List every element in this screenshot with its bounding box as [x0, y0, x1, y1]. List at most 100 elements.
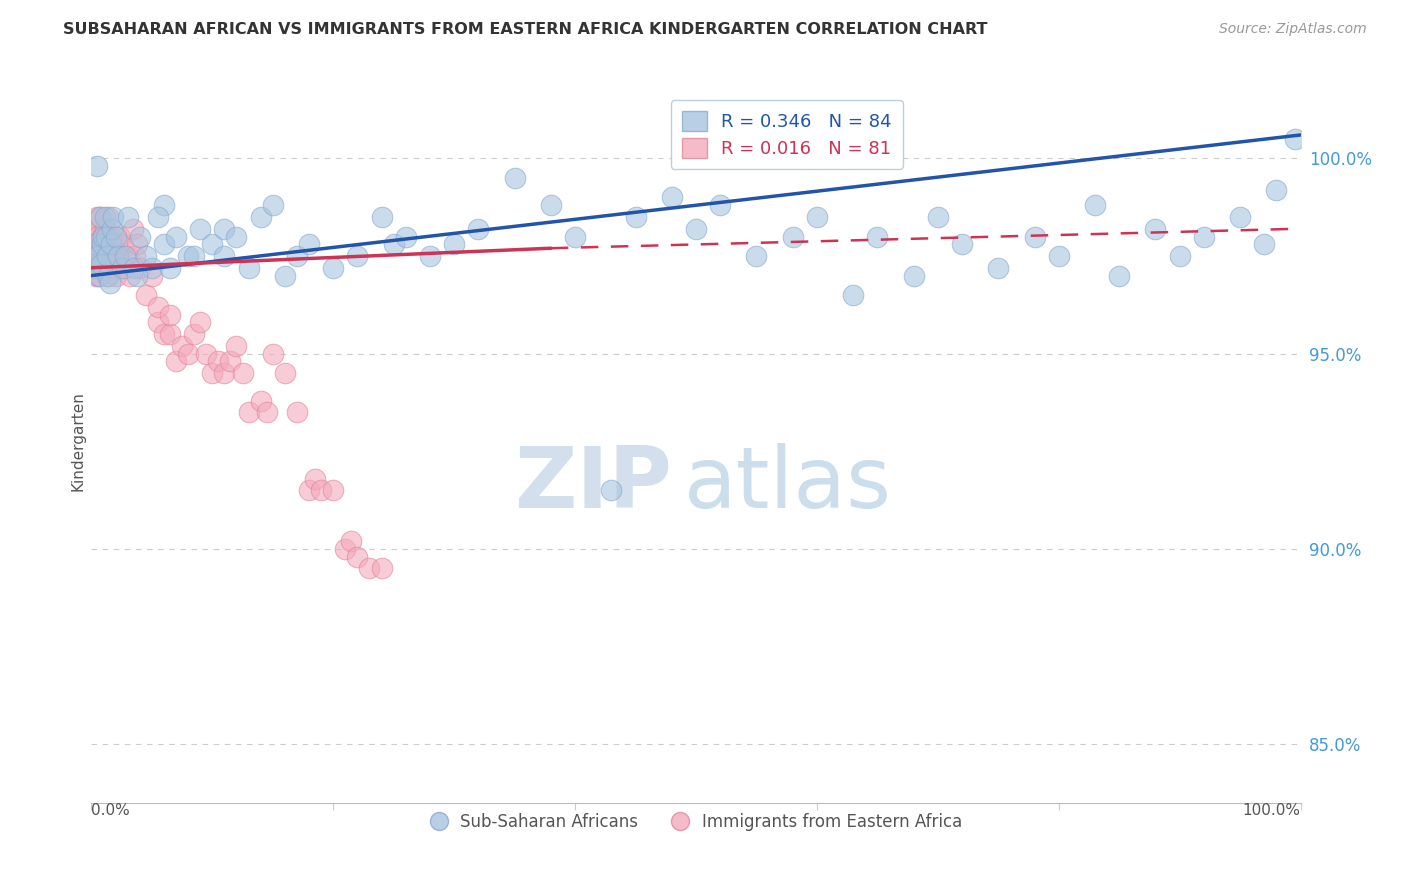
Point: [172, 339, 194, 353]
Point: [127, 237, 149, 252]
Point: [225, 229, 247, 244]
Point: [135, 249, 157, 263]
Point: [927, 210, 949, 224]
Point: [117, 249, 139, 263]
Point: [107, 249, 129, 263]
Point: [443, 237, 465, 252]
Point: [100, 237, 122, 252]
Point: [84, 237, 107, 252]
Point: [540, 198, 562, 212]
Point: [83, 249, 105, 263]
Point: [120, 268, 142, 283]
Point: [285, 405, 308, 419]
Point: [165, 229, 187, 244]
Text: ZIP: ZIP: [515, 443, 672, 526]
Point: [87, 249, 110, 263]
Point: [89, 210, 111, 224]
Point: [86, 229, 108, 244]
Point: [87, 249, 110, 263]
Point: [146, 300, 169, 314]
Point: [98, 237, 121, 252]
Point: [94, 249, 117, 263]
Point: [82, 237, 104, 252]
Point: [83, 260, 105, 275]
Point: [84, 260, 107, 275]
Point: [97, 268, 120, 283]
Point: [370, 210, 392, 224]
Point: [262, 346, 284, 360]
Point: [86, 210, 108, 224]
Point: [97, 229, 120, 244]
Point: [83, 229, 105, 244]
Point: [298, 483, 321, 498]
Point: [97, 210, 120, 224]
Point: [1108, 268, 1130, 283]
Point: [207, 354, 229, 368]
Point: [91, 237, 114, 252]
Point: [346, 249, 368, 263]
Point: [101, 221, 124, 235]
Point: [987, 260, 1010, 275]
Point: [195, 346, 218, 360]
Point: [93, 237, 115, 252]
Point: [188, 221, 211, 235]
Point: [298, 237, 321, 252]
Point: [107, 249, 129, 263]
Point: [214, 249, 236, 263]
Point: [274, 268, 297, 283]
Point: [124, 249, 146, 263]
Point: [153, 237, 176, 252]
Point: [96, 268, 118, 283]
Point: [98, 237, 121, 252]
Point: [101, 210, 124, 224]
Point: [141, 268, 163, 283]
Legend: Sub-Saharan Africans, Immigrants from Eastern Africa: Sub-Saharan Africans, Immigrants from Ea…: [423, 806, 969, 838]
Point: [1144, 221, 1167, 235]
Point: [225, 339, 247, 353]
Point: [842, 288, 865, 302]
Point: [214, 221, 236, 235]
Point: [93, 221, 115, 235]
Point: [950, 237, 973, 252]
Point: [117, 210, 139, 224]
Point: [782, 229, 804, 244]
Text: 100.0%: 100.0%: [1243, 803, 1301, 818]
Point: [238, 260, 260, 275]
Text: 0.0%: 0.0%: [91, 803, 131, 818]
Point: [135, 288, 157, 302]
Point: [231, 366, 253, 380]
Point: [93, 249, 115, 263]
Point: [104, 268, 127, 283]
Point: [111, 237, 134, 252]
Point: [467, 221, 489, 235]
Point: [249, 393, 271, 408]
Point: [274, 366, 297, 380]
Point: [114, 249, 136, 263]
Point: [141, 260, 163, 275]
Point: [86, 159, 108, 173]
Point: [89, 210, 111, 224]
Point: [90, 257, 112, 271]
Point: [177, 249, 200, 263]
Point: [188, 315, 211, 329]
Point: [101, 249, 124, 263]
Point: [503, 170, 526, 185]
Point: [1265, 183, 1288, 197]
Point: [146, 315, 169, 329]
Point: [1024, 229, 1046, 244]
Point: [262, 198, 284, 212]
Point: [183, 249, 205, 263]
Point: [103, 237, 125, 252]
Point: [335, 541, 357, 556]
Point: [87, 268, 110, 283]
Point: [93, 229, 115, 244]
Point: [114, 260, 136, 275]
Point: [159, 327, 181, 342]
Point: [90, 229, 112, 244]
Point: [110, 229, 132, 244]
Point: [340, 534, 363, 549]
Point: [309, 483, 332, 498]
Point: [183, 327, 205, 342]
Point: [624, 210, 647, 224]
Point: [128, 260, 150, 275]
